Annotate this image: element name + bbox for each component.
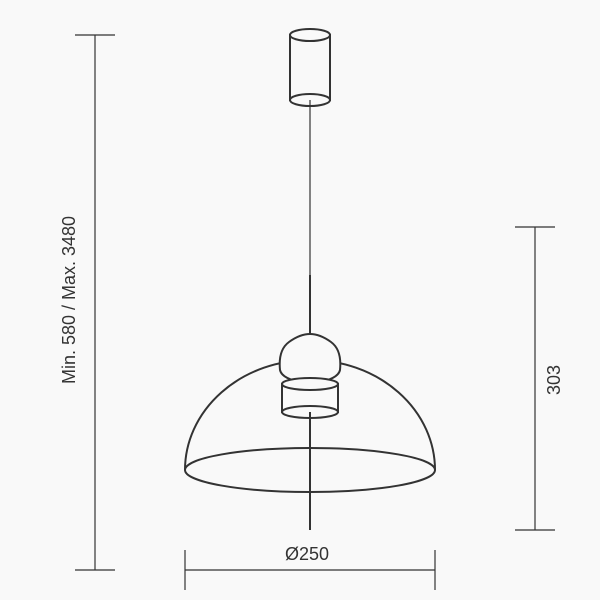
shade-height-label: 303: [544, 365, 564, 395]
dim-bottom: Ø250: [185, 544, 435, 590]
pendant-lamp: [185, 29, 435, 530]
ceiling-canopy: [290, 35, 330, 100]
canopy-top-edge: [290, 29, 330, 41]
pendant-lamp-diagram: Min. 580 / Max. 3480 303 Ø250: [0, 0, 600, 600]
dim-left: Min. 580 / Max. 3480: [59, 35, 115, 570]
height-label: Min. 580 / Max. 3480: [59, 216, 79, 384]
dim-right: 303: [515, 227, 564, 530]
socket-top-edge: [282, 378, 338, 390]
width-label: Ø250: [285, 544, 329, 564]
lamp-housing: [280, 334, 341, 384]
